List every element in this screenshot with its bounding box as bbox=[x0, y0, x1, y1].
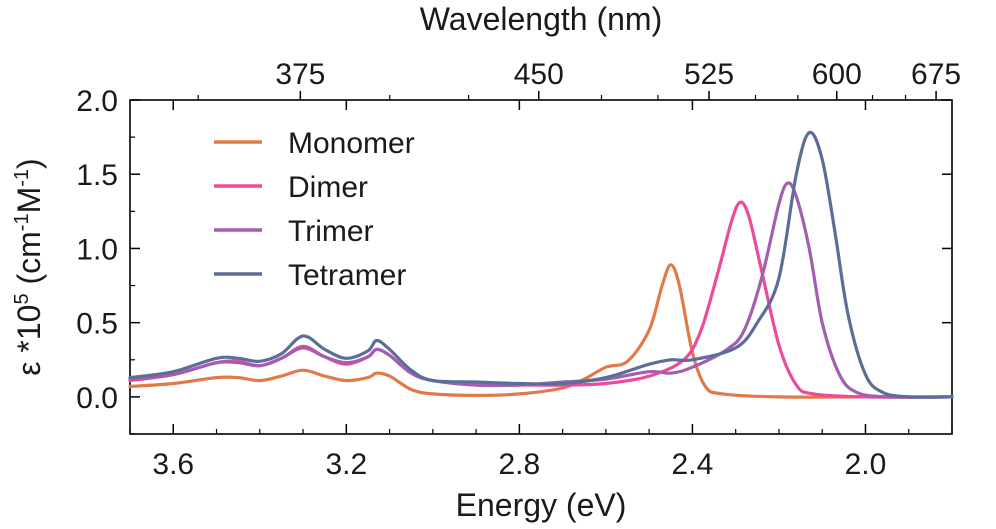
y-tick-label: 1.0 bbox=[76, 233, 118, 266]
top-tick-label: 600 bbox=[812, 58, 862, 91]
bottom-axis-ticks: 3.6 3.2 2.8 2.4 2.0 bbox=[129, 100, 953, 481]
x-tick-label: 3.2 bbox=[325, 448, 367, 481]
top-tick-label: 675 bbox=[911, 58, 961, 91]
y-title-mid1: (cm bbox=[11, 231, 47, 293]
series-line-tetramer bbox=[128, 130, 954, 399]
legend-label-dimer: Dimer bbox=[288, 171, 368, 204]
y-title-mid2: M bbox=[11, 187, 47, 214]
series-group bbox=[128, 130, 954, 399]
legend: Monomer Dimer Trimer Tetramer bbox=[214, 127, 415, 292]
top-tick-label: 375 bbox=[275, 58, 325, 91]
plot-frame bbox=[129, 99, 953, 435]
y-tick-label: 0.5 bbox=[76, 308, 118, 341]
x-tick-label: 2.4 bbox=[672, 448, 714, 481]
y-tick-label: 1.5 bbox=[76, 159, 118, 192]
y-title-exp3: -1 bbox=[11, 169, 33, 187]
x-tick-label: 3.6 bbox=[152, 448, 194, 481]
y-tick-label: 0.0 bbox=[76, 382, 118, 415]
series-line-monomer bbox=[128, 263, 954, 399]
x-tick-label: 2.8 bbox=[499, 448, 541, 481]
top-axis-title: Wavelength (nm) bbox=[420, 1, 662, 37]
y-title-end: ) bbox=[11, 158, 47, 169]
legend-label-tetramer: Tetramer bbox=[288, 259, 406, 292]
x-axis-title: Energy (eV) bbox=[456, 487, 627, 523]
series-line-trimer bbox=[128, 181, 954, 399]
y-title-exp2: -1 bbox=[11, 213, 33, 231]
y-tick-label: 2.0 bbox=[76, 85, 118, 118]
top-axis-ticks: 375 450 525 600 675 bbox=[197, 58, 961, 100]
legend-label-monomer: Monomer bbox=[288, 127, 415, 160]
y-axis-title: ε *105 (cm-1M-1) bbox=[11, 158, 47, 375]
left-axis-ticks: 0.0 0.5 1.0 1.5 2.0 bbox=[76, 85, 952, 435]
y-title-exp1: 5 bbox=[11, 293, 33, 304]
top-tick-label: 450 bbox=[514, 58, 564, 91]
legend-label-trimer: Trimer bbox=[288, 215, 374, 248]
y-title-main: ε *10 bbox=[11, 305, 47, 376]
x-tick-label: 2.0 bbox=[845, 448, 887, 481]
top-tick-label: 525 bbox=[684, 58, 734, 91]
